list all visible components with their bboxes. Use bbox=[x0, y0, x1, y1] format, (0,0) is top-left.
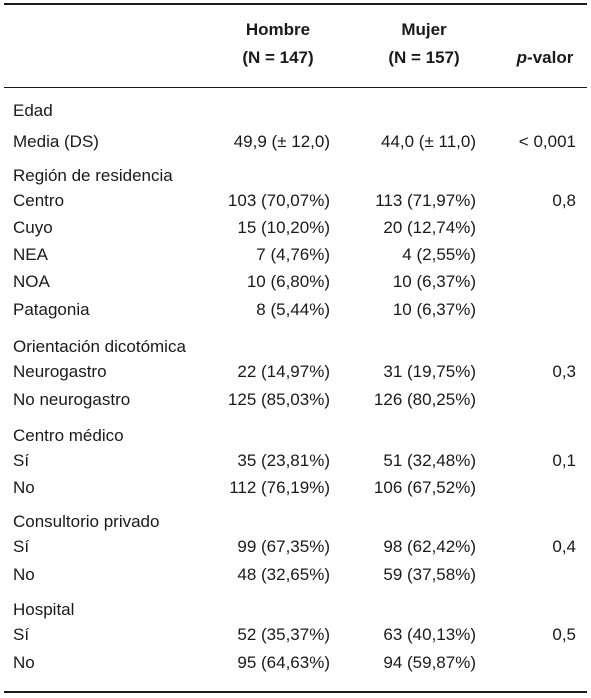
table-bottom-rule bbox=[4, 691, 587, 693]
cell-p-valor: 0,8 bbox=[552, 191, 576, 210]
header-hombre: Hombre (N = 147) bbox=[218, 16, 338, 72]
row-label: NEA bbox=[13, 245, 48, 264]
cell-mujer: 51 (32,48%) bbox=[383, 451, 476, 470]
cell-mujer: 94 (59,87%) bbox=[383, 653, 476, 672]
header-hombre-n: (N = 147) bbox=[242, 48, 314, 67]
row-label: Centro bbox=[13, 191, 65, 210]
cell-mujer: 126 (80,25%) bbox=[373, 390, 476, 409]
header-hombre-label: Hombre bbox=[245, 20, 311, 39]
header-p-rest: -valor bbox=[527, 48, 574, 67]
header-p-italic: p bbox=[516, 48, 528, 67]
cell-hombre: 7 (4,76%) bbox=[256, 245, 330, 264]
table-row: Media (DS) 49,9 (± 12,0) 44,0 (± 11,0) < 0,… bbox=[0, 128, 591, 155]
table-row: Centro 103 (70,07%) 113 (71,97%) 0,8 bbox=[0, 187, 591, 214]
section-row: Región de residencia bbox=[0, 162, 591, 189]
cell-hombre: 125 (85,03%) bbox=[227, 390, 330, 409]
cell-mujer: 59 (37,58%) bbox=[383, 565, 476, 584]
header-mujer: Mujer (N = 157) bbox=[364, 16, 484, 72]
table-row: Patagonia 8 (5,44%) 10 (6,37%) bbox=[0, 296, 591, 323]
table-row: NEA 7 (4,76%) 4 (2,55%) bbox=[0, 241, 591, 268]
cell-hombre: 95 (64,63%) bbox=[237, 653, 330, 672]
row-label: Media (DS) bbox=[13, 132, 99, 151]
cell-mujer: 10 (6,37%) bbox=[392, 300, 476, 319]
cell-mujer: 98 (62,42%) bbox=[383, 537, 476, 556]
row-label: Patagonia bbox=[13, 300, 90, 319]
row-label: Región de residencia bbox=[13, 166, 173, 185]
row-label: No neurogastro bbox=[13, 390, 131, 409]
cell-p-valor: 0,1 bbox=[552, 451, 576, 470]
cell-p-valor: 0,4 bbox=[552, 537, 576, 556]
row-label: Centro médico bbox=[13, 426, 124, 445]
table-row: No 48 (32,65%) 59 (37,58%) bbox=[0, 561, 591, 588]
row-label: NOA bbox=[13, 272, 50, 291]
header-rule bbox=[4, 87, 587, 88]
cell-hombre: 48 (32,65%) bbox=[237, 565, 330, 584]
table-row: No 112 (76,19%) 106 (67,52%) bbox=[0, 474, 591, 501]
row-label: No bbox=[13, 478, 35, 497]
table-row: No 95 (64,63%) 94 (59,87%) bbox=[0, 649, 591, 676]
row-label: Sí bbox=[13, 451, 30, 470]
table-row: NOA 10 (6,80%) 10 (6,37%) bbox=[0, 268, 591, 295]
cell-mujer: 44,0 (± 11,0) bbox=[380, 132, 476, 151]
cell-hombre: 99 (67,35%) bbox=[237, 537, 330, 556]
table-row: Sí 99 (67,35%) 98 (62,42%) 0,4 bbox=[0, 533, 591, 560]
cell-p-valor: < 0,001 bbox=[518, 132, 576, 151]
cell-mujer: 106 (67,52%) bbox=[373, 478, 476, 497]
cell-hombre: 8 (5,44%) bbox=[256, 300, 330, 319]
section-row: Consultorio privado bbox=[0, 508, 591, 535]
table-row: No neurogastro 125 (85,03%) 126 (80,25%) bbox=[0, 386, 591, 413]
row-label: No bbox=[13, 653, 35, 672]
table-row: Neurogastro 22 (14,97%) 31 (19,75%) 0,3 bbox=[0, 358, 591, 385]
cell-hombre: 52 (35,37%) bbox=[237, 625, 330, 644]
table-row: Sí 52 (35,37%) 63 (40,13%) 0,5 bbox=[0, 621, 591, 648]
row-label: No bbox=[13, 565, 35, 584]
cell-hombre: 10 (6,80%) bbox=[246, 272, 330, 291]
row-label: Cuyo bbox=[13, 218, 53, 237]
section-row: Centro médico bbox=[0, 422, 591, 449]
table-top-rule bbox=[4, 3, 587, 5]
cell-hombre: 22 (14,97%) bbox=[237, 362, 330, 381]
section-row: Hospital bbox=[0, 596, 591, 623]
cell-hombre: 103 (70,07%) bbox=[227, 191, 330, 210]
section-row: Orientación dicotómica bbox=[0, 333, 591, 360]
row-label: Hospital bbox=[13, 600, 75, 619]
header-mujer-label: Mujer bbox=[401, 20, 447, 39]
cell-mujer: 10 (6,37%) bbox=[392, 272, 476, 291]
cell-mujer: 113 (71,97%) bbox=[375, 191, 476, 210]
row-label: Sí bbox=[13, 537, 30, 556]
table-row: Sí 35 (23,81%) 51 (32,48%) 0,1 bbox=[0, 447, 591, 474]
row-label: Sí bbox=[13, 625, 30, 644]
table-row: Cuyo 15 (10,20%) 20 (12,74%) bbox=[0, 214, 591, 241]
header-mujer-n: (N = 157) bbox=[388, 48, 460, 67]
section-row: Edad bbox=[0, 97, 591, 124]
cell-hombre: 112 (76,19%) bbox=[229, 478, 330, 497]
cell-p-valor: 0,5 bbox=[552, 625, 576, 644]
header-p-valor: p-valor bbox=[506, 44, 584, 72]
row-label: Orientación dicotómica bbox=[13, 337, 186, 356]
row-label: Neurogastro bbox=[13, 362, 107, 381]
cell-mujer: 63 (40,13%) bbox=[383, 625, 476, 644]
cell-mujer: 20 (12,74%) bbox=[383, 218, 476, 237]
cell-hombre: 35 (23,81%) bbox=[237, 451, 330, 470]
cell-mujer: 31 (19,75%) bbox=[383, 362, 476, 381]
row-label: Consultorio privado bbox=[13, 512, 160, 531]
cell-hombre: 15 (10,20%) bbox=[237, 218, 330, 237]
cell-mujer: 4 (2,55%) bbox=[402, 245, 476, 264]
cell-p-valor: 0,3 bbox=[552, 362, 576, 381]
row-label: Edad bbox=[13, 101, 53, 120]
cell-hombre: 49,9 (± 12,0) bbox=[233, 132, 330, 151]
